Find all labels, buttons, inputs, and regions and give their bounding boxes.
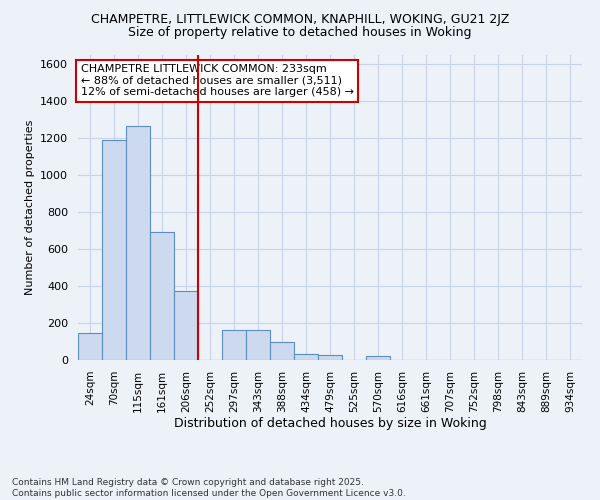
Text: Contains HM Land Registry data © Crown copyright and database right 2025.
Contai: Contains HM Land Registry data © Crown c… (12, 478, 406, 498)
Bar (174, 290, 198, 360)
Text: Size of property relative to detached houses in Woking: Size of property relative to detached ho… (128, 26, 472, 39)
Bar (222, 330, 246, 360)
Y-axis label: Number of detached properties: Number of detached properties (25, 120, 35, 295)
Text: CHAMPETRE LITTLEWICK COMMON: 233sqm
← 88% of detached houses are smaller (3,511): CHAMPETRE LITTLEWICK COMMON: 233sqm ← 88… (80, 64, 353, 98)
Bar (246, 330, 270, 360)
Bar (366, 356, 390, 360)
Bar (318, 356, 342, 360)
Bar (102, 140, 126, 360)
Bar (126, 126, 150, 360)
Text: CHAMPETRE, LITTLEWICK COMMON, KNAPHILL, WOKING, GU21 2JZ: CHAMPETRE, LITTLEWICK COMMON, KNAPHILL, … (91, 12, 509, 26)
Bar (150, 232, 174, 360)
X-axis label: Distribution of detached houses by size in Woking: Distribution of detached houses by size … (173, 418, 487, 430)
Bar (294, 354, 318, 360)
Bar (78, 333, 102, 360)
Bar (270, 342, 294, 360)
